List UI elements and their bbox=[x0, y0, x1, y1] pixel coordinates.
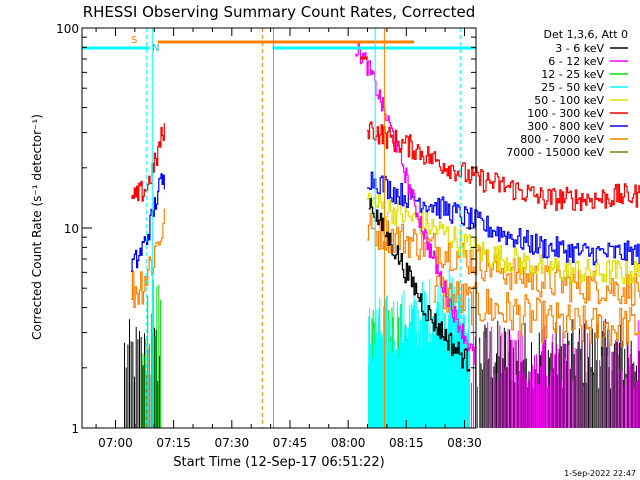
trace-800-7000kev bbox=[366, 213, 640, 307]
trace-300-800kev-early bbox=[131, 173, 165, 272]
x-axis-label: Start Time (12-Sep-17 06:51:22) bbox=[173, 455, 384, 470]
y-tick-label-0: 1 bbox=[71, 422, 79, 436]
trace-100-300kev-early bbox=[131, 123, 165, 202]
legend-label-5: 100 - 300 keV bbox=[527, 107, 604, 120]
n-label: N bbox=[152, 43, 159, 54]
s-label: S bbox=[131, 35, 137, 46]
chart-title: RHESSI Observing Summary Count Rates, Co… bbox=[83, 3, 476, 21]
legend-label-3: 25 - 50 keV bbox=[541, 81, 604, 94]
legend-label-7: 800 - 7000 keV bbox=[520, 133, 604, 146]
legend-title: Det 1,3,6, Att 0 bbox=[544, 28, 628, 41]
x-tick-label-6: 08:30 bbox=[447, 436, 482, 450]
trace-100-300kev bbox=[366, 121, 640, 211]
timestamp: 1-Sep-2022 22:47 bbox=[564, 469, 636, 478]
x-tick-label-1: 07:15 bbox=[156, 436, 191, 450]
x-tick-label-4: 08:00 bbox=[331, 436, 366, 450]
plot-area bbox=[82, 28, 640, 428]
axes: 07:00 07:15 07:30 07:45 08:00 08:15 08:30 1 10 10… bbox=[56, 22, 482, 450]
y-axis-label: Corrected Count Rate (s⁻¹ detector⁻¹) bbox=[30, 114, 44, 340]
trace-25-50kev bbox=[368, 269, 470, 428]
legend-label-6: 300 - 800 keV bbox=[527, 120, 604, 133]
y-tick-label-2: 100 bbox=[56, 22, 79, 36]
trace-300-800kev bbox=[366, 171, 640, 266]
trace-800-7000kev-early bbox=[131, 208, 165, 309]
legend-label-0: 3 - 6 keV bbox=[555, 42, 604, 55]
y-tick-label-1: 10 bbox=[64, 222, 79, 236]
legend-label-1: 6 - 12 keV bbox=[548, 55, 604, 68]
legend-label-2: 12 - 25 keV bbox=[541, 68, 604, 81]
x-tick-label-5: 08:15 bbox=[389, 436, 424, 450]
x-tick-label-3: 07:45 bbox=[273, 436, 308, 450]
trace-50-100kev bbox=[366, 192, 640, 287]
legend-label-8: 7000 - 15000 keV bbox=[506, 146, 604, 159]
trace-12-25kev-early bbox=[141, 279, 162, 428]
trace-800-7000kev-low bbox=[433, 275, 640, 348]
x-tick-label-2: 07:30 bbox=[215, 436, 250, 450]
legend-label-4: 50 - 100 keV bbox=[534, 94, 604, 107]
trace-3-6kev bbox=[368, 198, 471, 372]
x-tick-label-0: 07:00 bbox=[98, 436, 133, 450]
